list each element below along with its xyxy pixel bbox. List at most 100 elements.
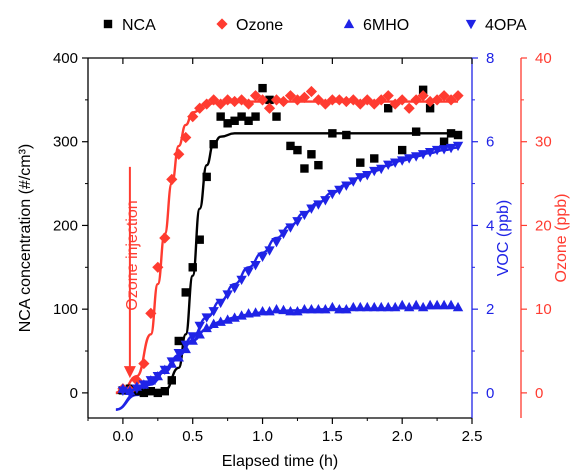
point-4opa (348, 177, 359, 187)
y-axis-left-label: NCA concentration (#/cm³) (17, 144, 34, 333)
point-6mho (299, 303, 310, 314)
point-nca (244, 116, 253, 125)
point-nca (439, 137, 449, 146)
point-nca (453, 130, 463, 140)
x-tick-label: 2.5 (462, 428, 483, 445)
point-4opa (369, 166, 380, 177)
point-4opa (438, 145, 450, 155)
point-nca (293, 145, 302, 155)
y-axis-ozone-label: Ozone (ppb) (553, 194, 570, 283)
point-ozone (417, 90, 429, 102)
point-ozone (229, 95, 241, 108)
point-ozone (445, 94, 457, 106)
point-4opa (376, 164, 387, 175)
point-ozone (256, 94, 269, 106)
point-6mho (334, 303, 345, 314)
point-4opa (257, 252, 268, 263)
x-tick-label: 0.5 (182, 428, 203, 445)
point-4opa (396, 156, 408, 166)
data-markers (117, 83, 464, 399)
injection-label: Ozone injection (124, 200, 141, 310)
legend-label-ozone: Ozone (236, 17, 283, 34)
point-4opa (431, 145, 443, 156)
point-4opa (166, 357, 177, 367)
point-nca (258, 83, 267, 93)
point-nca (160, 387, 169, 396)
point-4opa (410, 152, 422, 162)
point-4opa (327, 189, 338, 200)
point-4opa (278, 229, 289, 240)
point-nca (272, 112, 281, 121)
point-6mho (424, 299, 436, 310)
point-ozone (326, 94, 338, 106)
point-4opa (292, 217, 303, 227)
point-nca (411, 127, 421, 136)
point-4opa (131, 384, 143, 394)
point-4opa (152, 371, 164, 382)
y-ozone-tick-label: 30 (535, 134, 552, 151)
point-nca (397, 145, 407, 155)
point-ozone (312, 94, 324, 106)
point-ozone (131, 374, 143, 386)
legend-label-nca: NCA (122, 17, 156, 34)
point-ozone (284, 90, 297, 102)
point-6mho (445, 299, 457, 310)
y-ozone-tick-label: 20 (535, 217, 552, 234)
point-4opa (173, 348, 184, 359)
x-tick-label: 1.5 (322, 428, 343, 445)
point-ozone (159, 232, 171, 244)
point-ozone (452, 90, 464, 102)
point-4opa (229, 284, 240, 294)
point-6mho (410, 299, 422, 310)
y-left-tick-label: 100 (53, 301, 78, 318)
point-nca (209, 140, 218, 149)
point-6mho (313, 303, 324, 314)
point-4opa (445, 143, 457, 154)
point-ozone (152, 261, 164, 273)
point-4opa (403, 154, 415, 164)
point-nca (237, 112, 246, 121)
point-4opa (334, 185, 345, 196)
point-4opa (222, 290, 233, 300)
point-6mho (362, 301, 373, 312)
y-left-tick-label: 0 (70, 385, 78, 402)
point-nca (174, 336, 183, 346)
point-nca (328, 129, 337, 138)
point-ozone (180, 131, 192, 144)
point-4opa (124, 388, 136, 399)
point-ozone (431, 94, 443, 106)
point-nca (181, 288, 190, 297)
legend-marker-nca (103, 19, 113, 29)
point-6mho (271, 303, 282, 314)
point-ozone (194, 102, 206, 114)
point-6mho (201, 322, 212, 333)
point-4opa (362, 171, 373, 181)
point-nca (425, 104, 435, 113)
point-6mho (396, 299, 408, 310)
point-nca (146, 387, 156, 396)
legend-label-4opa: 4OPA (485, 17, 527, 34)
y-voc-tick-label: 2 (486, 301, 494, 318)
point-nca (188, 263, 197, 272)
x-tick-label: 1.0 (252, 428, 273, 445)
point-ozone (438, 90, 450, 102)
y-ozone-tick-label: 40 (535, 50, 552, 67)
point-4opa (264, 246, 275, 256)
y-voc-tick-label: 8 (486, 50, 494, 67)
y-voc-tick-label: 4 (486, 217, 494, 234)
point-nca (286, 141, 295, 151)
point-6mho (194, 329, 205, 339)
point-4opa (138, 380, 150, 390)
x-tick-label: 2.0 (392, 428, 413, 445)
point-nca (251, 112, 260, 121)
point-ozone (368, 98, 380, 110)
point-4opa (215, 298, 226, 309)
y-left-tick-label: 400 (53, 50, 78, 67)
point-nca (446, 129, 456, 138)
legend: NCA Ozone 6MHO 4OPA (103, 17, 527, 34)
point-4opa (320, 196, 331, 206)
point-4opa (180, 340, 191, 350)
point-ozone (138, 357, 150, 370)
point-6mho (355, 301, 366, 312)
point-nca (307, 150, 316, 159)
